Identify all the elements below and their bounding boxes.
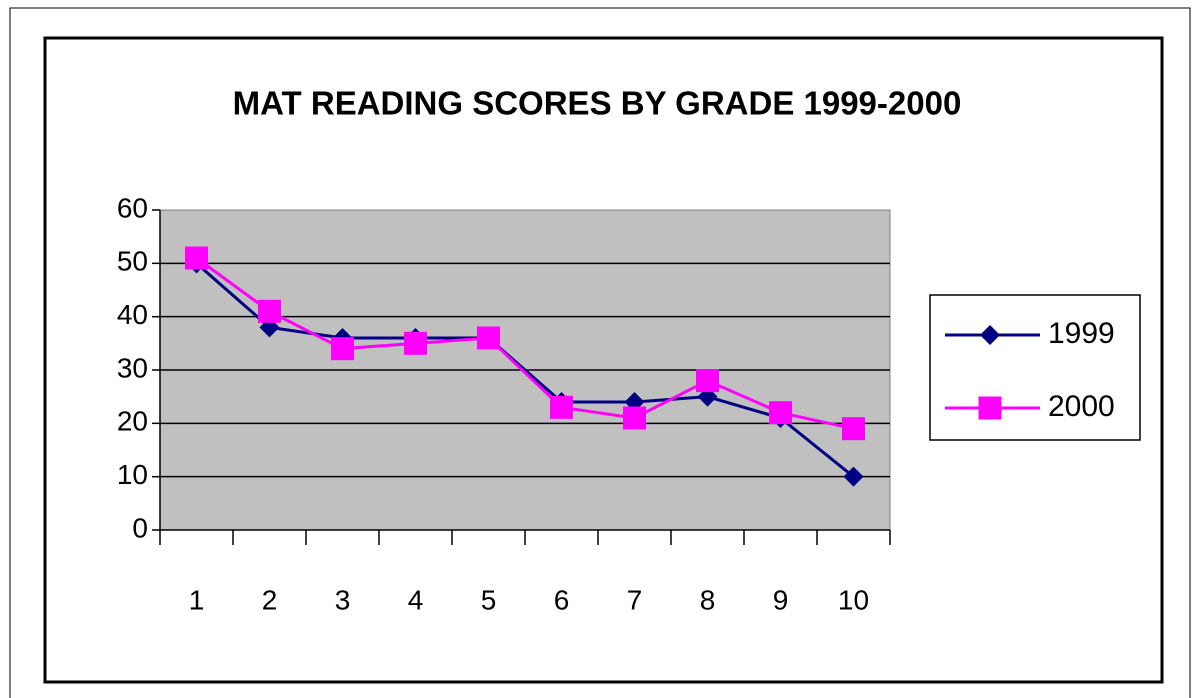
- x-tick-label: 7: [627, 584, 643, 615]
- chart-title: MAT READING SCORES BY GRADE 1999-2000: [233, 85, 962, 122]
- x-tick-label: 2: [262, 584, 278, 615]
- x-tick-label: 3: [335, 584, 351, 615]
- legend-label: 1999: [1048, 317, 1115, 350]
- series-line: [195, 262, 855, 478]
- point: [258, 299, 281, 323]
- page-frame: [9, 7, 1191, 698]
- point: [842, 417, 865, 441]
- y-tick-label: 60: [117, 192, 148, 223]
- y-tick-label: 30: [117, 352, 148, 383]
- y-tick-label: 10: [117, 459, 148, 490]
- point: [404, 331, 427, 355]
- point: [185, 246, 208, 270]
- legend-label: 2000: [1048, 390, 1115, 423]
- x-tick-label: 9: [773, 584, 789, 615]
- x-tick-label: 4: [408, 584, 424, 615]
- legend-marker: [980, 325, 1000, 345]
- x-tick-label: 10: [838, 584, 869, 615]
- x-tick-label: 5: [481, 584, 497, 615]
- x-tick-label: 8: [700, 584, 716, 615]
- point: [331, 337, 354, 361]
- y-tick-label: 0: [132, 512, 148, 543]
- y-tick-label: 40: [117, 299, 148, 330]
- point: [550, 395, 573, 419]
- point: [696, 369, 719, 393]
- point: [623, 406, 646, 430]
- point: [843, 466, 864, 487]
- series-line: [195, 256, 854, 431]
- x-tick-label: 6: [554, 584, 570, 615]
- x-tick-label: 1: [189, 584, 205, 615]
- y-tick-label: 20: [117, 406, 148, 437]
- legend: [929, 294, 1141, 441]
- point: [769, 401, 792, 425]
- point: [477, 326, 500, 350]
- legend-marker: [978, 396, 1002, 420]
- y-tick-label: 50: [117, 246, 148, 277]
